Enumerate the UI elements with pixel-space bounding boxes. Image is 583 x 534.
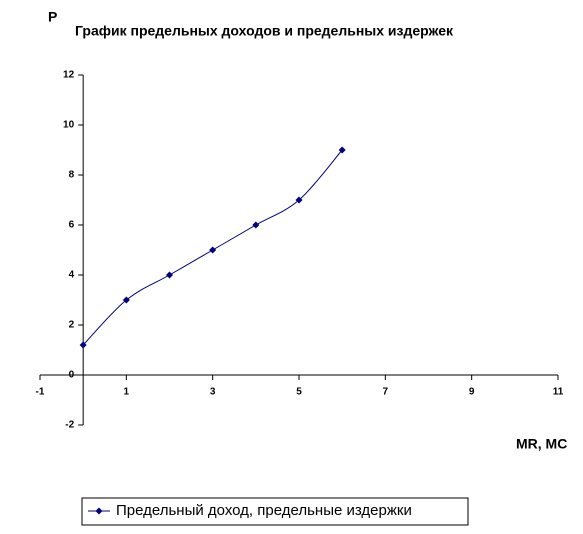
y-tick-label: 0 [69, 370, 75, 381]
data-point [166, 271, 173, 279]
data-point [295, 196, 303, 204]
legend-box [81, 497, 469, 526]
data-point [79, 341, 87, 349]
data-point [122, 296, 130, 304]
data-point [252, 221, 260, 229]
y-tick-label: 4 [69, 270, 75, 281]
data-point [338, 146, 346, 154]
legend-label: Предельный доход, предельные издержки [116, 502, 412, 519]
y-tick-label: 12 [63, 70, 75, 81]
chart-title: График предельных доходов и предельных и… [75, 23, 454, 39]
x-tick-label: 11 [553, 387, 564, 398]
x-tick-label: -1 [36, 387, 45, 398]
y-tick-label: 2 [69, 320, 75, 331]
y-axis-label: P [48, 9, 57, 25]
legend-marker [95, 507, 103, 515]
x-tick-label: 1 [124, 387, 130, 398]
y-tick-label: -2 [65, 420, 74, 431]
y-tick-label: 6 [69, 220, 75, 231]
data-point [209, 246, 217, 254]
x-tick-label: 7 [383, 387, 389, 398]
y-tick-label: 10 [63, 120, 75, 131]
x-tick-label: 5 [296, 387, 302, 398]
x-tick-label: 3 [210, 387, 216, 398]
x-tick-label: 9 [469, 387, 475, 398]
x-axis-label: MR, MC [516, 436, 567, 452]
y-tick-label: 8 [69, 170, 75, 181]
